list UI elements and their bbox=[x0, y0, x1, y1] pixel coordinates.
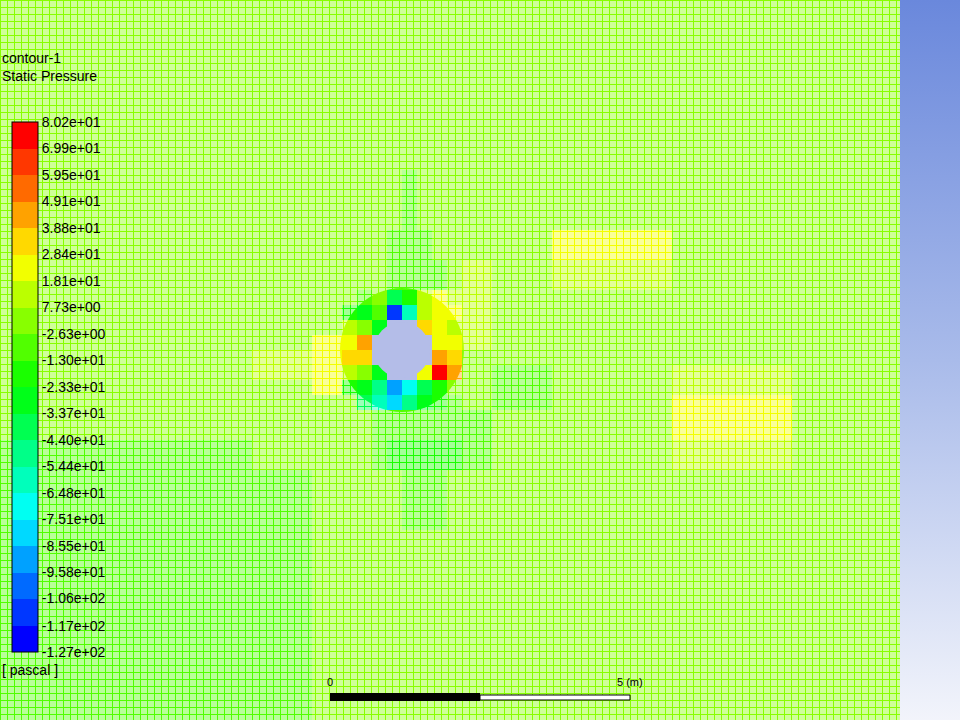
svg-text:1.81e+01: 1.81e+01 bbox=[42, 273, 101, 289]
svg-text:-5.44e+01: -5.44e+01 bbox=[42, 458, 106, 474]
svg-text:7.73e+00: 7.73e+00 bbox=[42, 299, 101, 315]
svg-text:-1.27e+02: -1.27e+02 bbox=[42, 644, 106, 660]
svg-text:-7.51e+01: -7.51e+01 bbox=[42, 511, 106, 527]
svg-text:5 (m): 5 (m) bbox=[617, 676, 643, 688]
svg-text:-2.63e+00: -2.63e+00 bbox=[42, 326, 106, 342]
svg-text:[ pascal ]: [ pascal ] bbox=[2, 662, 58, 678]
svg-text:5.95e+01: 5.95e+01 bbox=[42, 167, 101, 183]
svg-text:4.91e+01: 4.91e+01 bbox=[42, 193, 101, 209]
svg-text:-4.40e+01: -4.40e+01 bbox=[42, 432, 106, 448]
svg-text:-1.30e+01: -1.30e+01 bbox=[42, 352, 106, 368]
svg-text:contour-1: contour-1 bbox=[2, 50, 61, 66]
svg-text:2.84e+01: 2.84e+01 bbox=[42, 246, 101, 262]
svg-text:-8.55e+01: -8.55e+01 bbox=[42, 538, 106, 554]
svg-text:6.99e+01: 6.99e+01 bbox=[42, 140, 101, 156]
svg-text:-1.17e+02: -1.17e+02 bbox=[42, 618, 106, 634]
svg-text:Static Pressure: Static Pressure bbox=[2, 68, 97, 84]
svg-text:8.02e+01: 8.02e+01 bbox=[42, 114, 101, 130]
svg-text:0: 0 bbox=[327, 676, 333, 688]
svg-text:-1.06e+02: -1.06e+02 bbox=[42, 590, 106, 606]
svg-text:-3.37e+01: -3.37e+01 bbox=[42, 405, 106, 421]
svg-text:-6.48e+01: -6.48e+01 bbox=[42, 485, 106, 501]
svg-text:-2.33e+01: -2.33e+01 bbox=[42, 379, 106, 395]
svg-text:-9.58e+01: -9.58e+01 bbox=[42, 564, 106, 580]
svg-text:3.88e+01: 3.88e+01 bbox=[42, 220, 101, 236]
